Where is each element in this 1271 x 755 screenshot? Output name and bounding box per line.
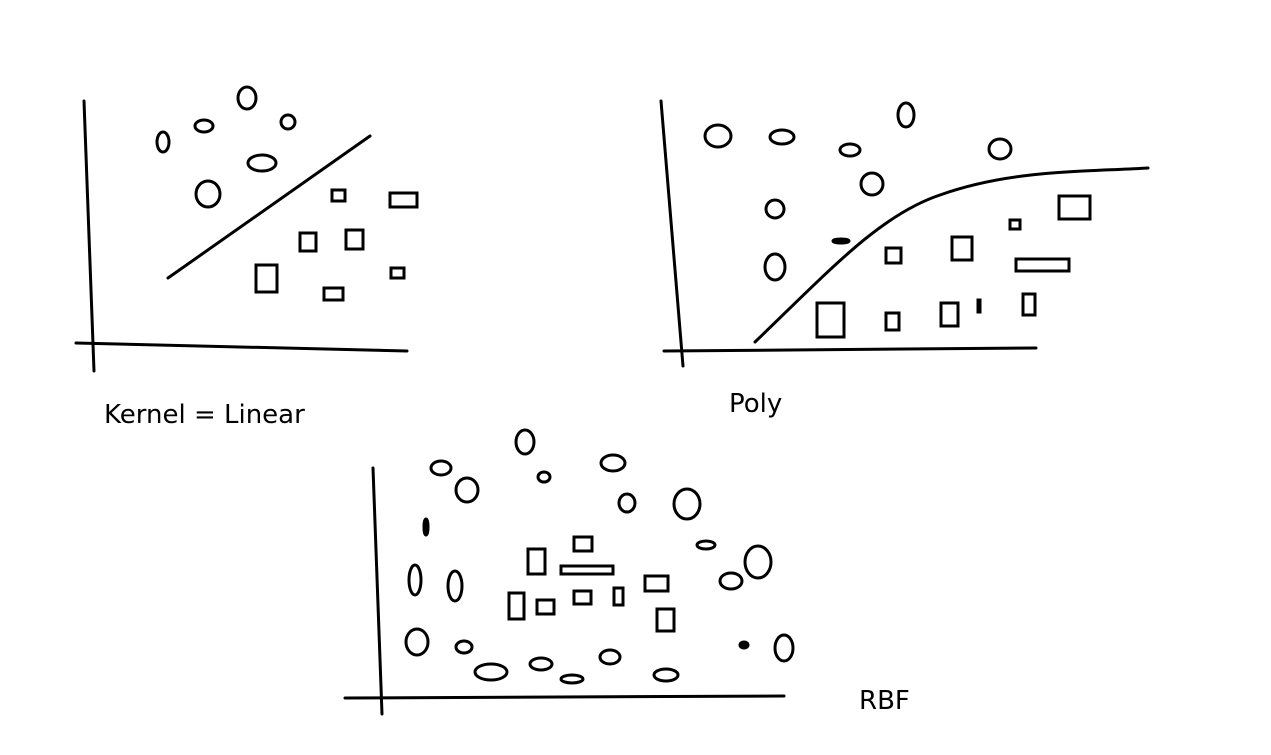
circle-marker bbox=[768, 128, 796, 146]
circle-marker bbox=[598, 648, 622, 666]
circle-marker bbox=[194, 179, 222, 209]
panel-poly bbox=[659, 99, 1150, 368]
circle-marker bbox=[896, 101, 916, 129]
square-class-markers bbox=[815, 194, 1092, 339]
square-marker bbox=[643, 574, 670, 593]
circle-marker bbox=[763, 252, 787, 282]
circle-marker bbox=[454, 476, 480, 504]
circle-marker bbox=[718, 571, 744, 591]
square-marker bbox=[572, 589, 593, 606]
poly-decision-boundary bbox=[753, 166, 1150, 344]
circle-marker bbox=[695, 539, 717, 551]
square-marker bbox=[254, 263, 279, 294]
square-marker bbox=[298, 231, 318, 253]
circle-marker bbox=[831, 237, 851, 245]
caption-rbf-kernel: RBF bbox=[859, 686, 910, 716]
circle-marker bbox=[859, 171, 885, 197]
circle-marker bbox=[236, 85, 258, 111]
square-marker bbox=[884, 246, 903, 265]
square-marker bbox=[1057, 194, 1092, 221]
y-axis bbox=[659, 99, 685, 368]
square-marker bbox=[1014, 257, 1071, 273]
square-marker bbox=[507, 591, 526, 621]
linear-decision-boundary bbox=[166, 134, 372, 280]
panel-linear bbox=[74, 85, 419, 373]
circle-marker bbox=[617, 492, 637, 514]
circle-marker bbox=[429, 459, 453, 477]
circle-marker bbox=[514, 428, 536, 456]
y-axis bbox=[82, 99, 96, 373]
circle-marker bbox=[703, 123, 733, 149]
square-marker bbox=[322, 286, 345, 302]
circle-marker bbox=[279, 113, 297, 131]
square-class-markers bbox=[254, 188, 419, 302]
square-marker bbox=[976, 298, 982, 314]
circle-marker bbox=[422, 517, 430, 537]
square-marker bbox=[815, 301, 846, 339]
circle-marker bbox=[764, 198, 786, 220]
circle-marker bbox=[446, 569, 464, 603]
circle-class-markers bbox=[703, 101, 1013, 282]
square-marker bbox=[1021, 292, 1037, 317]
circle-marker bbox=[559, 673, 585, 685]
circle-marker bbox=[454, 639, 474, 655]
square-marker bbox=[388, 191, 419, 209]
circle-marker bbox=[838, 142, 862, 158]
square-marker bbox=[572, 535, 594, 553]
circle-marker bbox=[652, 667, 680, 683]
square-marker bbox=[1008, 218, 1022, 231]
circle-marker bbox=[155, 130, 171, 154]
square-marker bbox=[535, 598, 556, 616]
square-marker bbox=[939, 301, 960, 328]
x-axis bbox=[74, 341, 409, 353]
x-axis bbox=[343, 694, 786, 700]
caption-linear-kernel: Kernel = Linear bbox=[104, 400, 305, 430]
square-marker bbox=[884, 311, 901, 332]
circle-marker bbox=[773, 633, 795, 663]
circle-marker bbox=[404, 627, 430, 657]
x-axis bbox=[662, 346, 1038, 353]
caption-poly-kernel: Poly bbox=[729, 389, 783, 419]
circle-marker bbox=[246, 153, 278, 173]
circle-marker bbox=[473, 662, 509, 682]
square-marker bbox=[526, 547, 547, 576]
circle-marker bbox=[407, 563, 423, 597]
circle-marker bbox=[193, 118, 215, 134]
square-marker bbox=[330, 188, 347, 203]
circle-marker bbox=[743, 544, 773, 580]
square-marker bbox=[612, 586, 625, 607]
circle-marker bbox=[528, 656, 554, 672]
square-marker bbox=[655, 607, 676, 633]
circle-marker bbox=[536, 470, 552, 484]
square-marker bbox=[559, 564, 615, 576]
circle-marker bbox=[738, 640, 750, 650]
circle-marker bbox=[987, 137, 1013, 161]
square-marker bbox=[389, 266, 406, 280]
circle-marker bbox=[599, 453, 627, 473]
panel-rbf bbox=[343, 428, 795, 716]
square-marker bbox=[344, 228, 365, 251]
y-axis bbox=[371, 466, 384, 716]
circle-class-markers bbox=[404, 428, 795, 685]
square-class-markers bbox=[507, 535, 676, 633]
square-marker bbox=[950, 235, 974, 262]
circle-marker bbox=[672, 487, 702, 521]
circle-class-markers bbox=[155, 85, 297, 209]
